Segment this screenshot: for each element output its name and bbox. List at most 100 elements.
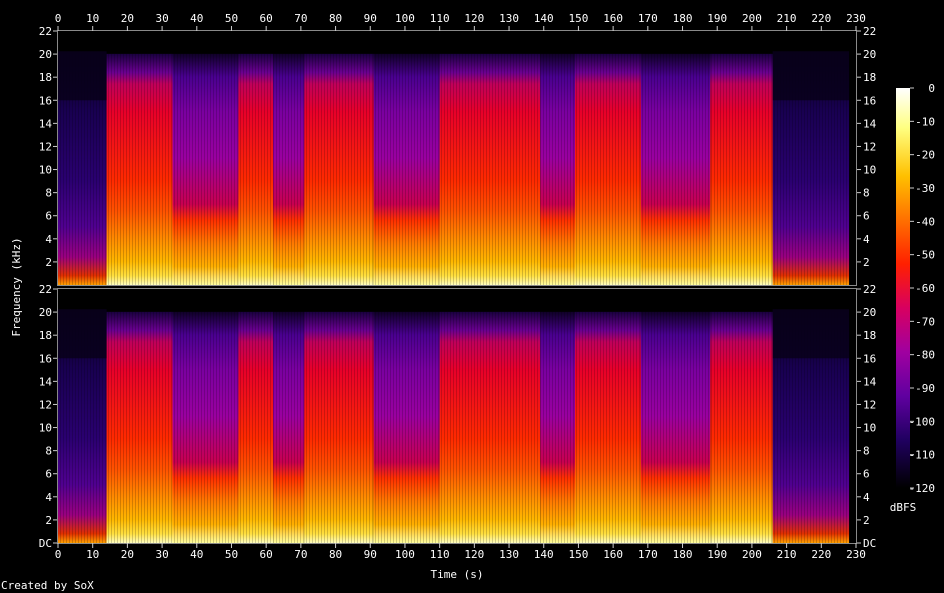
x-tick-label: 180	[673, 548, 693, 561]
x-tick-label: 90	[364, 12, 377, 25]
x-tick-label: 210	[777, 12, 797, 25]
channel-2-frame	[57, 288, 857, 544]
segment-texture	[304, 311, 374, 543]
x-tick-label: 130	[499, 548, 519, 561]
x-tick-label: 140	[534, 12, 554, 25]
y-tick-label: 18	[39, 71, 52, 84]
colorbar-tick-label: -10	[915, 115, 935, 128]
x-tick-label: 220	[811, 12, 831, 25]
y-tick-label: 8	[863, 445, 870, 458]
segment-texture	[304, 53, 374, 285]
y-tick-label: 6	[45, 210, 52, 223]
y-tick-label: 10	[39, 164, 52, 177]
segment-texture	[640, 53, 711, 285]
x-tick-label: 10	[86, 548, 99, 561]
y-tick-label: 14	[863, 117, 877, 130]
y-tick-label: 12	[39, 140, 52, 153]
y-axis-label: Frequency (kHz)	[10, 237, 23, 336]
x-tick-label: 40	[190, 12, 203, 25]
x-tick-label: 100	[395, 12, 415, 25]
y-tick-label: 6	[863, 468, 870, 481]
segment-texture	[373, 53, 440, 285]
x-tick-label: 110	[430, 548, 450, 561]
y-tick-label: 20	[39, 306, 52, 319]
x-tick-label: 80	[329, 548, 342, 561]
y-tick-label: 14	[39, 117, 53, 130]
channel-1-panel	[58, 31, 856, 285]
y-tick-label: 14	[863, 375, 877, 388]
x-tick-label: 130	[499, 12, 519, 25]
colorbar-tick-label: -50	[915, 249, 935, 262]
x-tick-label: 180	[673, 12, 693, 25]
x-tick-label: 210	[777, 548, 797, 561]
y-tick-label: 6	[863, 210, 870, 223]
y-tick-label: 16	[39, 352, 52, 365]
colorbar-tick-label: -110	[909, 449, 936, 462]
x-tick-label: 160	[603, 548, 623, 561]
segment-texture	[710, 53, 773, 285]
y-tick-label: 12	[863, 140, 876, 153]
y-tick-label: 20	[863, 48, 876, 61]
x-tick-label: 230	[846, 548, 866, 561]
x-tick-label: 50	[225, 12, 238, 25]
y-tick-label: DC	[39, 537, 52, 550]
x-tick-label: 170	[638, 12, 658, 25]
x-tick-label: 30	[155, 548, 168, 561]
x-tick-label: 0	[55, 12, 62, 25]
colorbar-tick-label: -40	[915, 215, 935, 228]
y-tick-label: 20	[863, 306, 876, 319]
y-tick-label: 20	[39, 48, 52, 61]
colorbar-tick-label: -20	[915, 149, 935, 162]
colorbar-tick-label: -90	[915, 382, 935, 395]
x-tick-label: 10	[86, 12, 99, 25]
y-tick-label: 8	[863, 187, 870, 200]
x-tick-label: 20	[121, 12, 134, 25]
y-tick-label: 18	[863, 71, 876, 84]
y-tick-label: 18	[39, 329, 52, 342]
x-axis-bottom: 0 10 20 30 40 50 60 70 80 90 100 110 120 130 140 150 160…	[55, 543, 866, 561]
x-tick-label: 150	[568, 548, 588, 561]
y-tick-label: 16	[39, 94, 52, 107]
colorbar-tick-label: -100	[909, 415, 936, 428]
colorbar-unit: dBFS	[890, 501, 917, 514]
y-tick-label: 22	[39, 283, 52, 296]
x-tick-label: 160	[603, 12, 623, 25]
segment-texture	[273, 311, 305, 543]
y-tick-label: 2	[45, 256, 52, 269]
y-tick-label: 8	[45, 445, 52, 458]
x-tick-label: 90	[364, 548, 377, 561]
x-tick-label: 120	[464, 12, 484, 25]
x-tick-label: 20	[121, 548, 134, 561]
y-tick-label: 4	[45, 233, 52, 246]
x-tick-label: 150	[568, 12, 588, 25]
x-tick-label: 0	[55, 548, 62, 561]
x-tick-label: 220	[811, 548, 831, 561]
y-tick-label: 4	[45, 491, 52, 504]
y-tick-label: 12	[863, 398, 876, 411]
x-tick-label: 30	[155, 12, 168, 25]
segment-texture	[540, 311, 575, 543]
y-tick-label: 22	[863, 283, 876, 296]
x-tick-label: 190	[707, 548, 727, 561]
x-tick-label: 230	[846, 12, 866, 25]
x-tick-label: 190	[707, 12, 727, 25]
y-tick-label: 16	[863, 94, 876, 107]
segment-texture	[238, 311, 274, 543]
x-tick-label: 40	[190, 548, 203, 561]
y-tick-label: 12	[39, 398, 52, 411]
colorbar-tick-label: -70	[915, 315, 935, 328]
quiet-high-band	[58, 51, 107, 101]
segment-texture	[540, 53, 575, 285]
y-tick-label: 2	[45, 514, 52, 527]
y-tick-label: 6	[45, 468, 52, 481]
x-tick-label: 70	[294, 548, 307, 561]
quiet-high-band	[58, 309, 107, 359]
y-tick-label: 10	[863, 164, 876, 177]
x-tick-label: 120	[464, 548, 484, 561]
segment-texture	[273, 53, 305, 285]
channel-2-panel	[58, 289, 856, 543]
colorbar-tick-label: 0	[928, 82, 935, 95]
y-tick-label: 4	[863, 233, 870, 246]
